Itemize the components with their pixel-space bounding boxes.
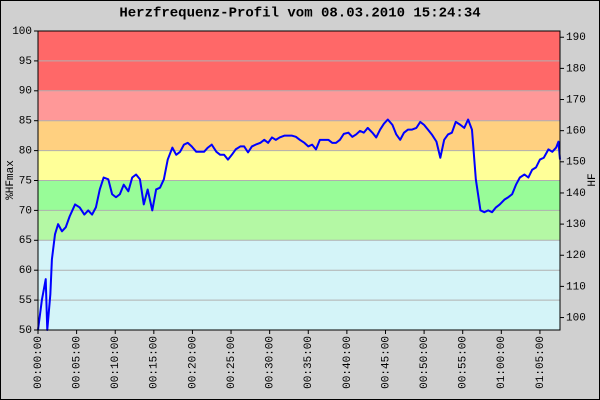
zone-band	[38, 90, 560, 121]
y2-tick-label: 120	[566, 250, 586, 262]
y2-tick-label: 190	[566, 32, 586, 44]
lines	[37, 118, 561, 331]
y2-tick-label: 100	[566, 312, 586, 324]
axes: 50 55 60 65 70 75 80 85 90 95 100 100 110 120 130 140 15…	[12, 26, 586, 389]
x-tick-label: 00:40:00	[342, 336, 354, 389]
x-tick-label: 00:50:00	[419, 336, 431, 389]
x-tick-label: 00:45:00	[380, 336, 392, 389]
y-tick-label: 90	[19, 86, 32, 98]
zone-band	[38, 120, 560, 151]
y2-tick-label: 170	[566, 94, 586, 106]
y-tick-label: 55	[19, 295, 32, 307]
plot-frame	[37, 30, 561, 331]
y-tick-label: 100	[12, 26, 32, 38]
x-tick-label: 01:00:00	[496, 336, 508, 389]
y-tick-label: 60	[19, 265, 32, 277]
x-tick-label: 00:35:00	[303, 336, 315, 389]
x-tick-label: 01:05:00	[535, 336, 547, 389]
chart-title: Herzfrequenz-Profil vom 08.03.2010 15:24…	[119, 6, 480, 22]
y-tick-label: 70	[19, 205, 32, 217]
x-tick-label: 00:15:00	[149, 336, 161, 389]
zone-band	[38, 150, 560, 181]
y-tick-label: 85	[19, 116, 32, 128]
y-tick-label: 50	[19, 325, 32, 337]
y-tick-label: 95	[19, 56, 32, 68]
x-tick-label: 00:55:00	[458, 336, 470, 389]
y-tick-label: 65	[19, 235, 32, 247]
x-tick-label: 00:05:00	[72, 336, 84, 389]
y2-tick-label: 180	[566, 63, 586, 75]
y2-tick-label: 160	[566, 126, 586, 138]
zone-band	[38, 210, 560, 241]
zone-band	[38, 240, 560, 330]
y2-tick-label: 150	[566, 157, 586, 169]
y-axis-label: %HFmax	[5, 160, 17, 200]
heart-rate-line	[37, 118, 561, 331]
x-tick-label: 00:00:00	[33, 336, 45, 389]
x-tick-label: 00:10:00	[110, 336, 122, 389]
x-tick-label: 00:20:00	[187, 336, 199, 389]
y2-axis-label: HF	[587, 173, 599, 186]
y2-tick-label: 130	[566, 219, 586, 231]
x-tick-label: 00:30:00	[265, 336, 277, 389]
zone-band	[38, 180, 560, 211]
y-tick-label: 75	[19, 175, 32, 187]
y2-tick-label: 140	[566, 188, 586, 200]
x-tick-label: 00:25:00	[226, 336, 238, 389]
y2-tick-label: 110	[566, 281, 586, 293]
y-tick-label: 80	[19, 146, 32, 158]
